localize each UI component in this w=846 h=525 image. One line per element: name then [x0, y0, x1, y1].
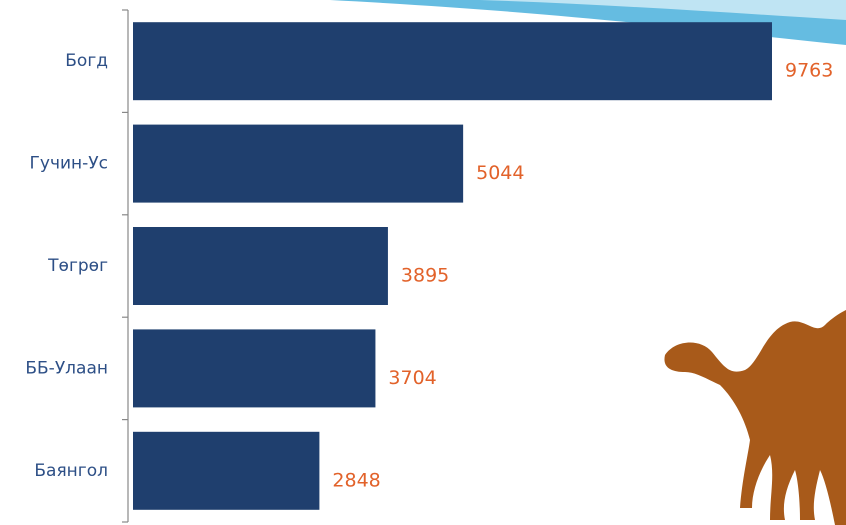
bar — [133, 125, 463, 203]
category-label: ББ-Улаан — [25, 358, 108, 378]
category-label: Гучин-Ус — [30, 154, 108, 174]
value-label: 3704 — [388, 367, 436, 389]
category-label: Баянгол — [34, 461, 108, 481]
value-label: 2848 — [332, 469, 380, 491]
value-label: 5044 — [476, 162, 524, 184]
page: Богд 9763 Гучин-Ус 5044 Төгрөг 3895 ББ-Улаан 37… — [0, 0, 846, 525]
camel-image — [664, 310, 846, 525]
category-label: Богд — [65, 51, 108, 71]
chart: Богд 9763 Гучин-Ус 5044 Төгрөг 3895 ББ-Улаан 37… — [0, 0, 846, 525]
value-label: 3895 — [401, 265, 449, 287]
category-label: Төгрөг — [47, 256, 108, 276]
bar — [133, 432, 319, 510]
bar — [133, 329, 375, 407]
bar — [133, 227, 388, 305]
value-label: 9763 — [785, 60, 833, 82]
bar — [133, 22, 772, 100]
